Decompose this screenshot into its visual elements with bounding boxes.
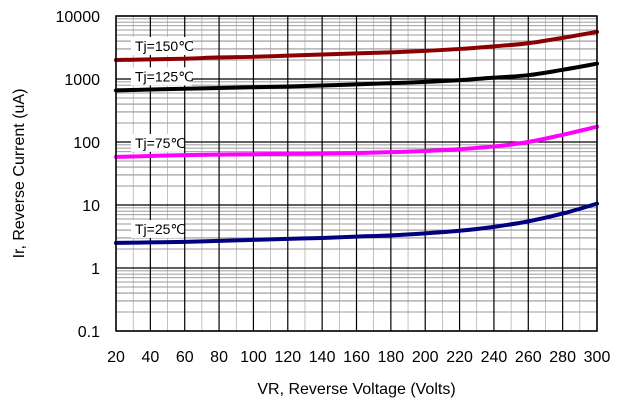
y-axis-title: Ir, Reverse Current (uA): [11, 89, 28, 259]
x-tick-labels: 20 40 60 80 100 120 140 160 180 200 220 240 260 280 30…: [107, 349, 610, 366]
x-tick-label: 40: [141, 349, 159, 366]
x-tick-label: 100: [240, 349, 267, 366]
series-label-bg: [131, 67, 192, 86]
x-tick-label: 140: [309, 349, 336, 366]
y-tick-labels: 0.1 1 10 100 1000 10000: [56, 9, 101, 341]
x-tick-label: 240: [481, 349, 508, 366]
x-tick-label: 160: [343, 349, 370, 366]
y-tick-label: 10000: [56, 9, 101, 26]
x-tick-label: 180: [378, 349, 405, 366]
y-tick-label: 1000: [64, 72, 100, 89]
series-label-bg: [131, 219, 184, 238]
x-tick-label: 80: [210, 349, 228, 366]
series-label-bg: [131, 37, 192, 56]
y-tick-label: 100: [73, 135, 100, 152]
x-tick-label: 60: [176, 349, 194, 366]
x-tick-label: 220: [446, 349, 473, 366]
series-line-2: [114, 124, 599, 159]
x-tick-label: 200: [412, 349, 439, 366]
y-tick-label: 10: [82, 198, 100, 215]
y-tick-label: 0.1: [78, 324, 100, 341]
series-lines: [114, 29, 599, 245]
plot-frame: [115, 15, 598, 332]
x-tick-label: 20: [107, 349, 125, 366]
series-line-0: [114, 29, 599, 63]
series-label-bg: [131, 133, 184, 152]
x-tick-label: 300: [584, 349, 611, 366]
series-label: Tj=25℃: [135, 221, 186, 237]
major-gridlines: [115, 15, 598, 332]
y-tick-label: 1: [91, 261, 100, 278]
x-axis-title: VR, Reverse Voltage (Volts): [257, 381, 455, 398]
series-label: Tj=150℃: [135, 38, 194, 54]
x-tick-label: 120: [274, 349, 301, 366]
series-label: Tj=75℃: [135, 135, 186, 151]
series-label: Tj=125℃: [135, 68, 194, 84]
series-line-1: [114, 61, 599, 93]
series-labels: Tj=150℃ Tj=125℃ Tj=75℃ Tj=25℃: [131, 37, 194, 238]
x-tick-label: 280: [549, 349, 576, 366]
x-tick-label: 260: [515, 349, 542, 366]
series-line-3: [114, 201, 599, 245]
